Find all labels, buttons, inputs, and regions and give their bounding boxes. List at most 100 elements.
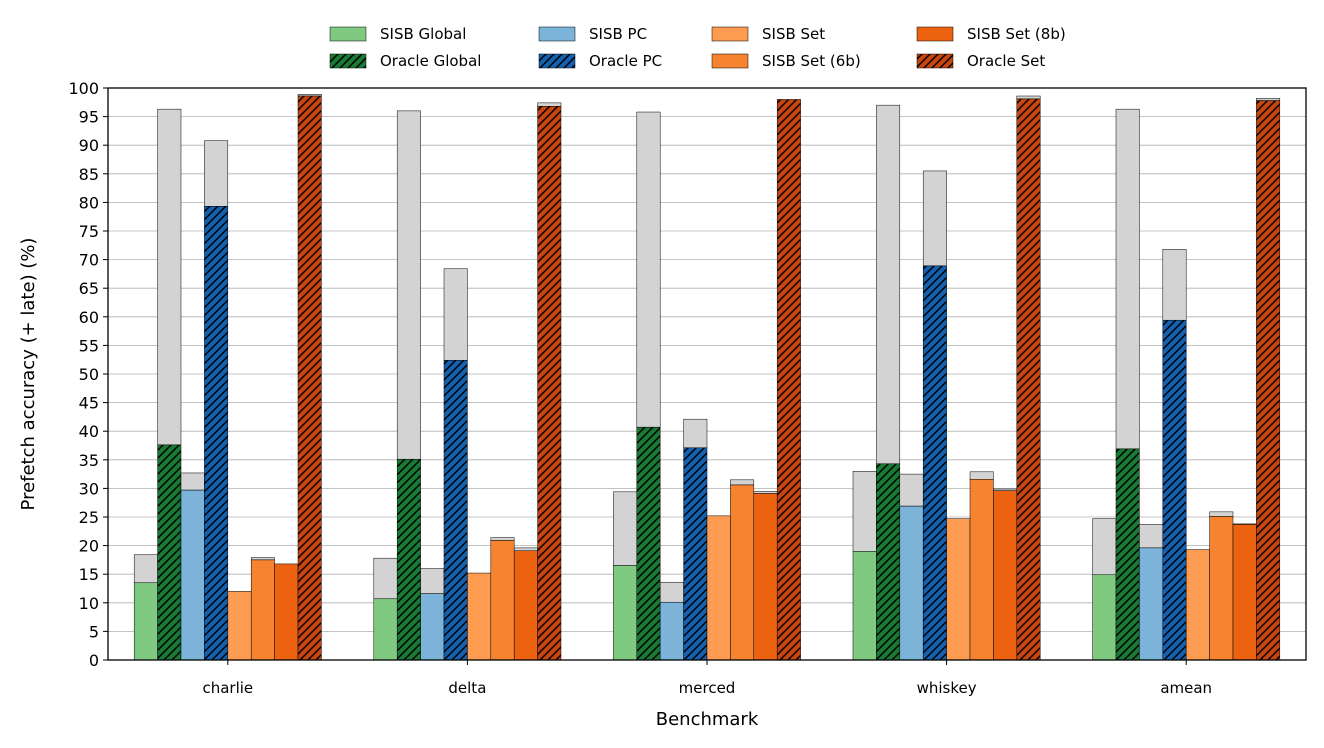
bar-late-segment xyxy=(537,102,562,107)
y-tick-label: 95 xyxy=(79,108,99,127)
bar-late-segment xyxy=(443,268,468,361)
bar xyxy=(753,493,778,661)
legend-item: SISB Set xyxy=(711,25,825,43)
bar-late-segment xyxy=(157,108,182,446)
x-axis-title: Benchmark xyxy=(656,709,759,730)
bar xyxy=(1185,549,1210,661)
legend-label: SISB Global xyxy=(380,25,466,43)
bar-late-segment xyxy=(396,110,421,460)
legend-swatch xyxy=(711,26,749,42)
legend-swatch xyxy=(916,53,954,69)
bar xyxy=(1256,100,1281,661)
bar xyxy=(227,591,252,661)
y-tick-label: 45 xyxy=(79,394,99,413)
bar-late-segment xyxy=(993,488,1018,491)
bars xyxy=(133,94,1281,661)
bar xyxy=(443,360,468,661)
bar-late-segment xyxy=(1162,249,1187,321)
bar-late-segment xyxy=(753,491,778,494)
legend-label: Oracle PC xyxy=(589,52,662,70)
y-tick-label: 100 xyxy=(68,79,99,98)
y-tick-label: 20 xyxy=(79,537,99,556)
legend-swatch xyxy=(538,26,576,42)
legend-swatch xyxy=(916,26,954,42)
legend-label: SISB Set xyxy=(762,25,825,43)
y-axis-title: Prefetch accuracy (+ late) (%) xyxy=(18,238,39,511)
y-tick-label: 90 xyxy=(79,136,99,155)
bar-late-segment xyxy=(204,140,229,207)
y-tick-label: 75 xyxy=(79,222,99,241)
y-tick-label: 0 xyxy=(89,651,99,670)
legend-swatch xyxy=(329,26,367,42)
legend-item: Oracle PC xyxy=(538,52,662,70)
bar xyxy=(706,515,731,661)
bar-late-segment xyxy=(1115,108,1140,450)
y-tick-label: 80 xyxy=(79,193,99,212)
bar-late-segment xyxy=(373,557,398,600)
bar xyxy=(490,540,515,661)
bar-late-segment xyxy=(180,472,205,491)
bar xyxy=(420,593,445,661)
y-tick-label: 55 xyxy=(79,336,99,355)
bar-late-segment xyxy=(513,547,538,551)
bar xyxy=(969,478,994,661)
x-tick-label: delta xyxy=(448,679,486,697)
bar xyxy=(852,551,877,661)
legend-swatch xyxy=(538,53,576,69)
y-tick-label: 60 xyxy=(79,308,99,327)
bar xyxy=(899,505,924,661)
legend: SISB Global Oracle Global SISB PC Oracle PC… xyxy=(329,25,1066,70)
bar xyxy=(396,458,421,661)
bar-late-segment xyxy=(297,94,322,97)
bar xyxy=(1092,574,1117,661)
y-tick-label: 70 xyxy=(79,251,99,270)
bar-late-segment xyxy=(969,471,994,480)
bar xyxy=(946,518,971,661)
bar-late-segment xyxy=(133,554,158,584)
bar-late-segment xyxy=(730,479,755,486)
bar xyxy=(133,582,158,661)
bar xyxy=(1115,448,1140,661)
bar xyxy=(1232,524,1257,661)
bar xyxy=(204,206,229,661)
bar xyxy=(274,563,299,661)
bar xyxy=(730,484,755,661)
y-tick-label: 5 xyxy=(89,622,99,641)
legend-item: SISB Set (8b) xyxy=(916,25,1066,43)
legend-item: SISB PC xyxy=(538,25,647,43)
bar-late-segment xyxy=(922,170,947,267)
bar-late-segment xyxy=(659,581,684,603)
bar xyxy=(1162,319,1187,661)
legend-label: SISB Set (8b) xyxy=(967,25,1066,43)
legend-item: SISB Global xyxy=(329,25,466,43)
bar-late-segment xyxy=(876,104,901,465)
bar xyxy=(922,265,947,661)
bar xyxy=(993,490,1018,661)
bar xyxy=(659,601,684,661)
bar xyxy=(683,447,708,661)
bar-late-segment xyxy=(250,557,275,561)
bar xyxy=(876,463,901,661)
bar xyxy=(1139,547,1164,661)
bar-late-segment xyxy=(683,418,708,449)
bar xyxy=(613,565,638,661)
bar-late-segment xyxy=(899,473,924,507)
y-tick-label: 85 xyxy=(79,165,99,184)
bar-late-segment xyxy=(1256,98,1281,101)
bar xyxy=(180,489,205,661)
bar xyxy=(250,559,275,661)
y-tick-label: 10 xyxy=(79,594,99,613)
bar-late-segment xyxy=(1209,511,1234,517)
bar xyxy=(776,99,801,661)
bar-late-segment xyxy=(1139,524,1164,549)
x-tick-label: amean xyxy=(1160,679,1212,697)
bar xyxy=(467,572,492,661)
legend-label: Oracle Set xyxy=(967,52,1045,70)
y-tick-label: 25 xyxy=(79,508,99,527)
legend-label: Oracle Global xyxy=(380,52,481,70)
y-tick-label: 40 xyxy=(79,422,99,441)
x-tick-label: whiskey xyxy=(917,679,977,697)
y-tick-label: 65 xyxy=(79,279,99,298)
axes: charlie delta merced whiskey amean 0 5 10 15 20 25… xyxy=(68,79,1307,697)
